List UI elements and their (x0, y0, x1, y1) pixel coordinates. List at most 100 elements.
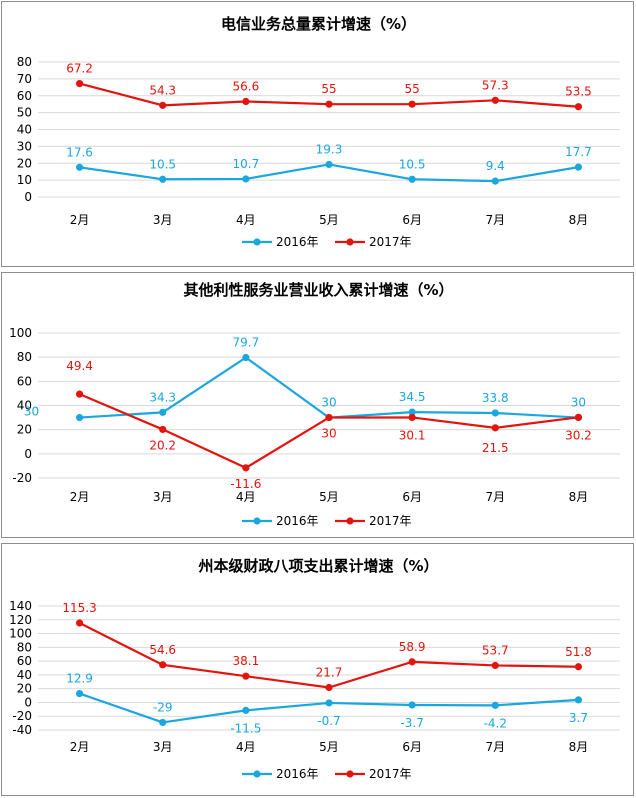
data-point (75, 163, 84, 171)
legend-marker (253, 517, 261, 525)
y-tick-label: 40 (17, 668, 32, 682)
data-label: 51.8 (565, 645, 592, 659)
data-point (491, 701, 499, 709)
data-label: 56.6 (232, 79, 259, 93)
data-label: 20.2 (149, 438, 176, 452)
data-point (408, 175, 416, 183)
data-point (75, 80, 84, 88)
data-label: 3.7 (569, 711, 588, 725)
x-tick-label: 4月 (236, 213, 256, 227)
y-tick-label: 80 (17, 640, 32, 654)
data-point (75, 413, 84, 422)
x-tick-label: 8月 (569, 740, 589, 754)
data-point (325, 683, 333, 692)
chart-title: 其他利性服务业营业收入累计增速（%） (183, 281, 453, 299)
data-point (242, 464, 250, 472)
chart-panel-service-revenue: 其他利性服务业营业收入累计增速（%） -20 0 20 40 60 80 100 2月 3月 4月 5… (1, 272, 634, 538)
legend-label: 2017年 (369, 767, 412, 781)
data-label: -29 (153, 700, 173, 714)
y-tick-label: 70 (17, 72, 32, 86)
data-label: 79.7 (232, 336, 259, 350)
data-label: 38.1 (232, 654, 259, 668)
y-tick-label: 60 (17, 654, 32, 668)
legend-marker (346, 517, 354, 525)
data-label: 55 (321, 82, 336, 96)
data-label: -3.7 (400, 716, 423, 730)
data-label: 115.3 (62, 601, 96, 615)
chart-fiscal-spending: 州本级财政八项支出累计增速（%） -40-20020406080100120140… (9, 557, 620, 781)
y-tick-label: 40 (17, 123, 32, 137)
data-point (491, 177, 499, 185)
data-label: 58.9 (399, 640, 426, 654)
data-label: 67.2 (66, 62, 93, 76)
data-point (159, 661, 167, 669)
data-point (325, 413, 333, 422)
data-label: 53.5 (565, 85, 592, 99)
legend-marker (253, 238, 261, 246)
y-tick-label: 20 (17, 682, 32, 696)
data-point (325, 160, 333, 169)
data-label: 33.8 (482, 391, 509, 405)
data-point (159, 101, 167, 109)
y-tick-label: 10 (17, 173, 32, 187)
data-point (75, 390, 84, 398)
data-point (242, 175, 250, 183)
x-tick-label: 6月 (402, 740, 422, 754)
x-tick-label: 3月 (153, 213, 173, 227)
x-tick-label: 5月 (319, 740, 339, 754)
data-label: 9.4 (486, 159, 505, 173)
data-point (159, 175, 167, 183)
data-point (408, 413, 416, 422)
y-tick-label: 50 (17, 106, 32, 120)
data-label: 30 (321, 396, 336, 410)
data-point (574, 663, 583, 671)
data-point (242, 706, 250, 714)
data-label: 55 (405, 82, 420, 96)
x-tick-label: 6月 (402, 213, 422, 227)
y-tick-label: 80 (17, 55, 32, 69)
y-tick-label: 100 (9, 326, 32, 340)
chart-panel-fiscal-spending: 州本级财政八项支出累计增速（%） -40 -20 0 20 40 60 80 100 120 140… (1, 543, 634, 796)
y-tick-label: 60 (17, 374, 32, 388)
data-label: 54.3 (149, 83, 176, 97)
data-point (242, 672, 250, 680)
data-label: 10.5 (399, 157, 426, 171)
x-tick-label: 5月 (319, 490, 339, 504)
data-label: 54.6 (149, 643, 176, 657)
x-tick-label: 2月 (70, 740, 90, 754)
data-label: 30.1 (399, 428, 426, 442)
y-tick-label: -20 (12, 471, 32, 485)
data-point (408, 408, 416, 416)
x-tick-label: 5月 (319, 213, 339, 227)
y-tick-label: 40 (17, 399, 32, 413)
x-tick-label: 7月 (485, 490, 505, 504)
chart-panel-telecom: 电信业务总量累计增速（%） 0 10 20 30 40 50 60 70 80 2月 3月 4月 5月 6月… (1, 1, 634, 267)
data-label: 49.4 (66, 359, 93, 373)
x-tick-label: 2月 (70, 213, 90, 227)
chart-service-revenue: 其他利性服务业营业收入累计增速（%） -20 0 20 40 60 80 100 2月 3月 4月 5… (9, 281, 620, 528)
y-tick-label: -40 (12, 723, 32, 737)
data-label: 10.7 (232, 157, 259, 171)
y-tick-label: 100 (9, 627, 32, 641)
data-label: 10.5 (149, 157, 176, 171)
legend-label: 2016年 (276, 767, 319, 781)
y-tick-label: 20 (17, 423, 32, 437)
data-label: 34.5 (399, 390, 426, 404)
data-label: 21.5 (482, 441, 509, 455)
y-tick-label: 80 (17, 350, 32, 364)
data-label: -4.2 (484, 716, 507, 730)
data-point (574, 163, 583, 171)
data-label: 30.2 (565, 428, 592, 442)
data-label: 30 (24, 405, 39, 419)
data-label: 12.9 (66, 672, 93, 686)
chart-title: 电信业务总量累计增速（%） (221, 15, 416, 33)
chart-title: 州本级财政八项支出累计增速（%） (197, 557, 438, 575)
data-point (325, 699, 333, 707)
x-tick-label: 2月 (70, 490, 90, 504)
data-point (491, 424, 499, 432)
x-tick-label: 6月 (402, 490, 422, 504)
data-point (574, 696, 583, 704)
y-tick-label: 60 (17, 89, 32, 103)
data-label: 17.7 (565, 145, 592, 159)
data-label: 21.7 (316, 665, 343, 679)
